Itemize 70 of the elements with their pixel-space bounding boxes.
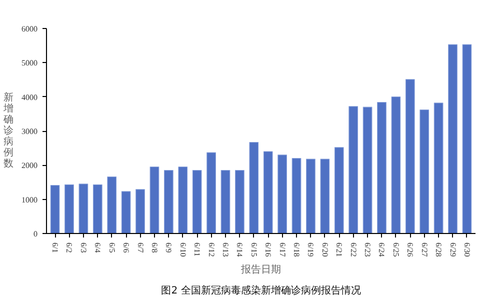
- x-tick-label: 6/30: [462, 242, 472, 257]
- x-tick-label: 6/22: [348, 242, 358, 257]
- bar: [334, 147, 344, 234]
- bar: [164, 170, 174, 234]
- bar: [263, 151, 273, 234]
- y-tick-label: 2000: [22, 161, 38, 170]
- bar: [206, 152, 216, 234]
- x-tick-label: 6/5: [107, 242, 116, 253]
- x-tick-label: 6/1: [50, 242, 60, 253]
- x-tick-label: 6/19: [306, 242, 316, 257]
- y-tick-label: 5000: [22, 58, 38, 68]
- bar: [64, 184, 74, 234]
- bar: [391, 96, 401, 234]
- x-tick-label: 6/14: [235, 242, 244, 257]
- x-tick-label: 6/20: [320, 242, 330, 257]
- bar: [92, 184, 102, 234]
- x-axis-title: 报告日期: [240, 264, 281, 276]
- bar: [462, 44, 472, 234]
- x-tick-label: 6/16: [264, 242, 273, 257]
- bar: [348, 106, 358, 234]
- bar: [448, 44, 458, 234]
- bar: [78, 184, 88, 234]
- x-tick-label: 6/6: [122, 242, 131, 253]
- bar: [362, 106, 372, 234]
- x-tick-label: 6/23: [363, 242, 372, 257]
- bar: [278, 154, 288, 234]
- bar: [220, 170, 230, 234]
- bar: [192, 170, 202, 234]
- x-tick-label: 6/17: [278, 242, 287, 257]
- x-tick-label: 6/7: [136, 242, 145, 253]
- x-tick-label: 6/25: [391, 242, 400, 257]
- bar: [377, 102, 386, 234]
- y-tick-label: 1000: [22, 195, 38, 204]
- bar: [121, 191, 131, 234]
- text: 图2 全国新冠病毒感染新增确诊病例报告情况: [161, 284, 361, 296]
- y-tick-label: 4000: [22, 92, 38, 102]
- bar: [249, 142, 259, 234]
- bar: [292, 158, 302, 234]
- x-tick-label: 6/3: [78, 242, 88, 253]
- bar: [178, 166, 188, 234]
- bar: [420, 110, 430, 234]
- bar: [50, 185, 60, 234]
- x-tick-label: 6/13: [220, 242, 230, 257]
- y-tick-label: 6000: [22, 24, 38, 34]
- y-axis-title: 新增确诊病例数: [2, 92, 14, 170]
- x-tick-label: 6/10: [178, 242, 188, 257]
- x-tick-label: 6/29: [448, 242, 458, 257]
- bar: [434, 102, 444, 234]
- x-tick-label: 6/28: [434, 242, 444, 257]
- bar: [136, 189, 145, 234]
- bar: [405, 79, 415, 234]
- x-tick-label: 6/15: [249, 242, 258, 257]
- x-tick-label: 6/27: [420, 242, 429, 257]
- bar: [320, 158, 330, 234]
- bar: [306, 158, 316, 234]
- x-tick-label: 6/12: [206, 242, 216, 257]
- bar: [234, 170, 244, 234]
- x-tick-label: 6/11: [192, 242, 202, 256]
- bar: [150, 166, 160, 234]
- x-tick-label: 6/9: [164, 242, 174, 253]
- x-tick-label: 6/26: [406, 242, 415, 257]
- x-tick-label: 6/24: [377, 242, 386, 257]
- x-tick-label: 6/21: [334, 242, 344, 257]
- x-tick-label: 6/2: [64, 242, 74, 253]
- bar: [107, 176, 117, 234]
- x-tick-label: 6/4: [93, 242, 102, 253]
- x-tick-label: 6/18: [292, 242, 302, 257]
- x-tick-label: 6/8: [150, 242, 159, 253]
- y-tick-label: 3000: [22, 127, 38, 136]
- y-tick-label: 0: [34, 230, 38, 238]
